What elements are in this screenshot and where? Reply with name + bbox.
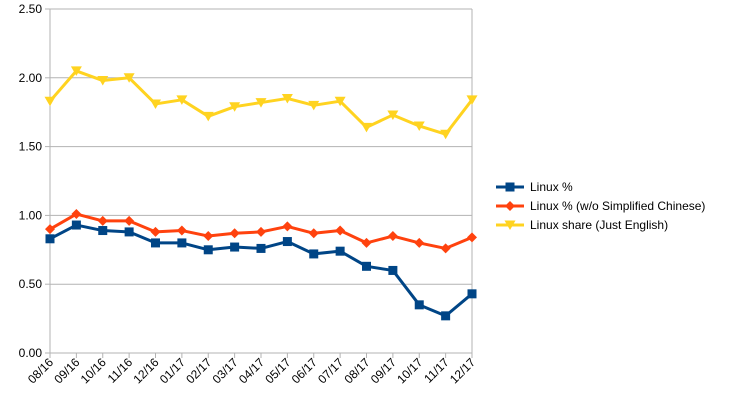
- data-point: [176, 95, 188, 105]
- data-point: [97, 215, 108, 226]
- data-point: [150, 226, 161, 237]
- legend-swatch-marker: [505, 182, 515, 192]
- legend-label: Linux share (Just English): [530, 218, 668, 232]
- legend-swatch-marker: [505, 201, 515, 211]
- data-point: [414, 237, 425, 248]
- data-point: [255, 98, 267, 108]
- data-point: [124, 227, 134, 237]
- y-tick-label: 2.00: [19, 71, 43, 85]
- axes: [45, 8, 473, 358]
- data-point: [308, 100, 320, 111]
- series-1: [45, 209, 477, 254]
- data-point: [387, 231, 398, 242]
- data-point: [362, 261, 371, 271]
- data-point: [335, 246, 345, 256]
- data-point: [230, 242, 240, 252]
- data-point: [123, 73, 135, 83]
- data-point: [387, 110, 399, 120]
- series-2: [44, 66, 478, 140]
- legend-item: Linux %: [496, 180, 573, 194]
- data-point: [203, 231, 214, 242]
- data-point: [466, 95, 478, 105]
- data-point: [203, 245, 213, 255]
- y-tick-label: 0.50: [19, 277, 43, 291]
- legend: Linux % Linux % (w/o Simplified Chinese) L…: [496, 180, 705, 232]
- data-point: [282, 237, 292, 247]
- data-series: [44, 66, 478, 321]
- data-point: [441, 311, 451, 321]
- legend-label: Linux %: [530, 180, 573, 194]
- data-point: [124, 215, 135, 226]
- data-point: [440, 129, 452, 140]
- data-point: [176, 225, 187, 236]
- data-point: [281, 93, 293, 104]
- data-point: [98, 226, 108, 236]
- y-tick-labels: 0.00 0.50 1.00 1.50 2.00 2.50: [19, 2, 43, 360]
- data-point: [229, 102, 241, 112]
- data-point: [97, 76, 109, 86]
- data-point: [71, 209, 82, 220]
- data-point: [229, 228, 240, 239]
- y-tick-label: 2.50: [19, 2, 43, 16]
- data-point: [361, 122, 372, 133]
- data-point: [282, 221, 293, 232]
- data-point: [467, 289, 477, 299]
- data-point: [467, 232, 477, 243]
- data-point: [413, 121, 425, 131]
- data-point: [388, 265, 398, 275]
- y-tick-label: 1.00: [19, 208, 43, 222]
- data-point: [151, 238, 160, 248]
- series-0: [45, 220, 477, 321]
- data-point: [440, 243, 451, 254]
- data-point: [44, 96, 56, 107]
- y-tick-label: 0.00: [19, 346, 43, 360]
- data-point: [334, 96, 346, 107]
- data-point: [414, 300, 424, 310]
- y-tick-label: 1.50: [19, 140, 43, 154]
- legend-item: Linux % (w/o Simplified Chinese): [496, 199, 705, 213]
- data-point: [256, 226, 266, 237]
- data-point: [361, 237, 372, 248]
- data-point: [150, 99, 161, 109]
- data-point: [309, 249, 319, 259]
- data-point: [202, 111, 214, 122]
- data-point: [70, 66, 82, 76]
- data-point: [71, 220, 81, 230]
- legend-item: Linux share (Just English): [496, 218, 668, 232]
- legend-swatch-marker: [504, 220, 516, 230]
- data-point: [45, 224, 55, 235]
- data-point: [256, 243, 266, 253]
- data-point: [177, 238, 187, 248]
- data-point: [308, 228, 319, 239]
- data-point: [335, 225, 346, 236]
- legend-label: Linux % (w/o Simplified Chinese): [530, 199, 705, 213]
- data-point: [45, 234, 55, 244]
